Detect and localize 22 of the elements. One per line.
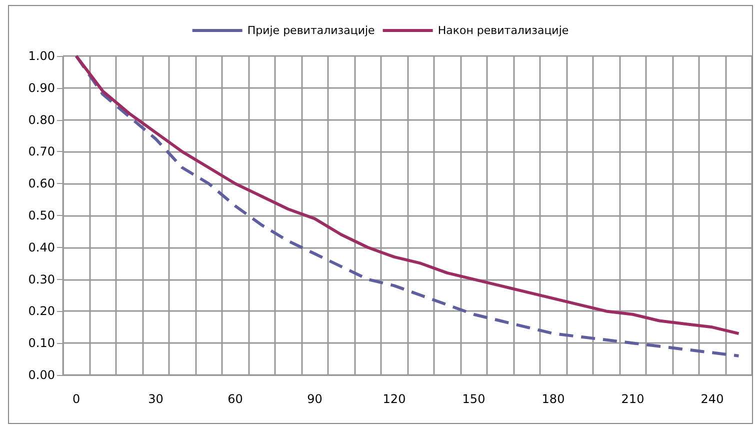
y-tick-label: 0.80: [28, 112, 55, 127]
legend-label: Након ревитализације: [438, 24, 569, 37]
legend-label: Прије ревитализације: [247, 24, 376, 37]
y-tick-label: 0.90: [28, 80, 55, 95]
x-tick-label: 60: [228, 392, 243, 406]
x-tick-label: 30: [148, 392, 164, 406]
x-tick-label: 150: [462, 392, 486, 406]
x-tick-label: 180: [542, 392, 565, 406]
y-tick-label: 0.30: [28, 272, 55, 286]
y-tick-label: 0.60: [28, 176, 55, 191]
y-tick-label: 0.10: [28, 336, 55, 350]
x-tick-label: 210: [621, 392, 644, 406]
y-tick-label: 1.00: [28, 49, 55, 63]
y-tick-label: 0.20: [28, 304, 55, 318]
x-tick-label: 0: [72, 392, 80, 406]
x-tick-label: 240: [700, 392, 724, 406]
x-tick-label: 120: [382, 392, 406, 406]
y-tick-label: 0.40: [28, 240, 55, 254]
x-tick-label: 90: [307, 392, 322, 406]
y-tick-label: 0.00: [28, 368, 55, 382]
y-tick-label: 0.50: [28, 208, 55, 222]
y-tick-label: 0.70: [28, 144, 55, 159]
